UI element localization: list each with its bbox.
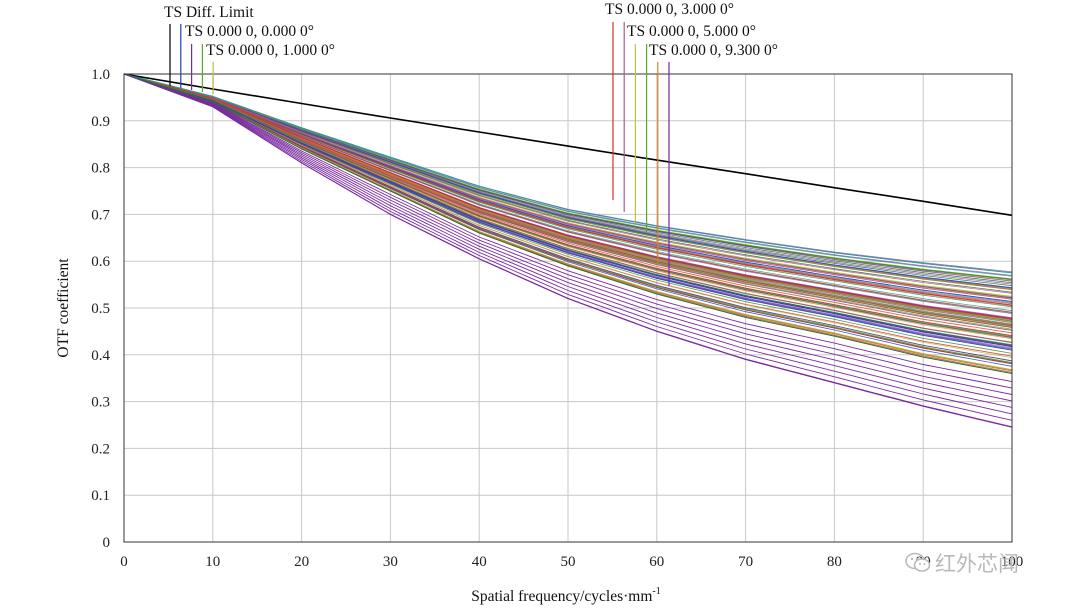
x-tick-label: 20 [294,554,309,570]
y-tick-label: 0.4 [91,348,110,364]
field-curve [123,73,1013,371]
field-curve [123,73,1013,305]
y-tick-label: 0.9 [91,114,110,130]
legend-label: TS Diff. Limit [164,4,254,21]
x-tick-label: 80 [827,554,842,570]
series-line-3 [123,73,1013,428]
series-line-1 [123,73,1013,274]
x-axis-title-text: Spatial frequency/cycles·mm [471,588,652,605]
x-axis-title-exponent: -1 [652,586,660,597]
field-curve [123,73,1013,299]
field-curve [123,73,1013,294]
outlier-curve [123,73,1013,408]
series-line-2 [123,73,1013,374]
y-tick-label: 0 [103,535,111,551]
field-curve [123,73,1013,348]
series-line-0 [123,73,1013,217]
legend: TS Diff. Limit TS 0.000 0, 0.000 0° TS 0.0… [164,1,778,286]
x-tick-label: 60 [649,554,664,570]
legend-label: TS 0.000 0, 1.000 0° [206,42,335,59]
field-curve [123,73,1013,280]
y-tick-label: 0.8 [91,161,110,177]
curves [123,73,1013,428]
field-curve [123,73,1013,338]
x-tick-label: 40 [472,554,487,570]
x-tick-label: 30 [383,554,398,570]
field-curve [123,73,1013,320]
field-curve [123,73,1013,328]
legend-label: TS 0.000 0, 0.000 0° [185,23,314,40]
axes [123,73,1013,543]
wechat-icon [905,552,931,574]
legend-label: TS 0.000 0, 3.000 0° [605,1,734,18]
field-curve [123,73,1013,313]
y-axis-title: OTF coefficient [55,258,72,358]
field-curve [123,73,1013,362]
field-curve [123,73,1013,277]
y-tick-label: 1.0 [91,67,110,83]
legend-label: TS 0.000 0, 9.300 0° [649,42,778,59]
outlier-curve [123,73,1013,383]
x-axis-title: Spatial frequency/cycles·mm-1 [471,586,661,605]
plot-frame [123,73,1013,543]
y-tick-label: 0.3 [91,395,110,411]
outlier-curve [123,73,1013,395]
outlier-curve [123,73,1013,415]
outlier-curve [123,73,1013,402]
x-tick-label: 0 [120,554,128,570]
watermark-text: 红外芯闻 [935,552,1019,576]
y-tick-label: 0.5 [91,301,110,317]
x-tick-label: 100 [1001,554,1024,570]
watermark: 红外芯闻 [905,548,1019,578]
tick-labels: 010203040506070809010000.10.20.30.40.50.… [91,67,1023,570]
y-tick-label: 0.6 [91,254,110,270]
x-tick-label: 70 [738,554,753,570]
y-tick-label: 0.1 [91,488,110,504]
y-tick-label: 0.7 [91,207,110,223]
outlier-curve [123,73,1013,421]
x-tick-label: 50 [561,554,576,570]
field-curve [123,73,1013,285]
field-curve [123,73,1013,288]
y-tick-label: 0.2 [91,441,110,457]
legend-label: TS 0.000 0, 5.000 0° [627,23,756,40]
x-tick-label: 10 [205,554,220,570]
grid [123,73,1013,543]
outlier-curve [123,73,1013,389]
